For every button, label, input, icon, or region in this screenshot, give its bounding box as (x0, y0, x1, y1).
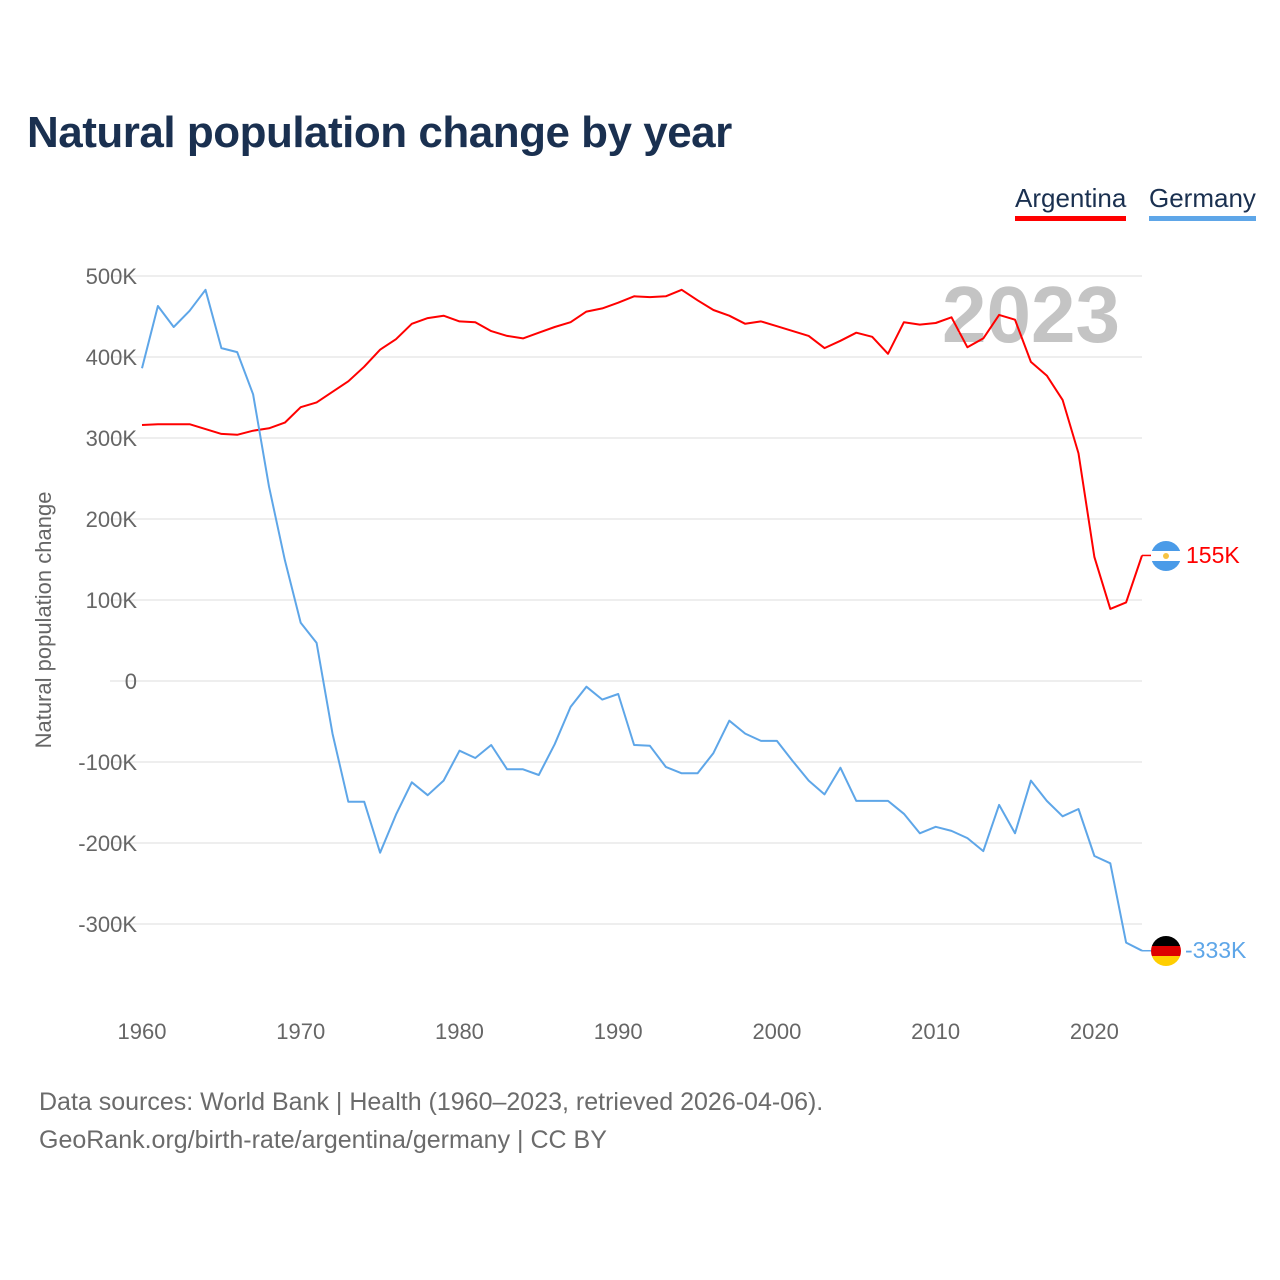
x-tick-label: 1970 (276, 1019, 325, 1044)
footer-sources: Data sources: World Bank | Health (1960–… (39, 1088, 824, 1116)
series-line-argentina (141, 288, 1143, 610)
chart-title: Natural population change by year (27, 108, 732, 157)
germany-flag-icon (1151, 936, 1181, 966)
germany-end-label: -333K (1185, 937, 1247, 963)
argentina-end-label: 155K (1186, 542, 1240, 568)
argentina-flag-icon (1151, 541, 1181, 571)
x-tick-label: 1990 (594, 1019, 643, 1044)
y-tick-label: 200K (86, 507, 138, 532)
x-tick-label: 2020 (1070, 1019, 1119, 1044)
y-tick-label: -100K (78, 750, 137, 775)
x-tick-label: 2010 (911, 1019, 960, 1044)
y-axis-label: Natural population change (31, 492, 56, 749)
legend-item-argentina[interactable]: Argentina (1015, 183, 1127, 221)
legend-item-germany[interactable]: Germany (1149, 183, 1256, 221)
footer-link[interactable]: GeoRank.org/birth-rate/argentina/germany… (39, 1126, 607, 1154)
y-tick-label: -300K (78, 912, 137, 937)
y-tick-label: 400K (86, 345, 138, 370)
y-tick-label: 100K (86, 588, 138, 613)
y-tick-label: -200K (78, 831, 137, 856)
x-tick-label: 2000 (752, 1019, 801, 1044)
series-line-germany (141, 288, 1143, 952)
x-tick-label: 1960 (118, 1019, 167, 1044)
x-tick-label: 1980 (435, 1019, 484, 1044)
y-tick-label: 500K (86, 264, 138, 289)
y-tick-label: 0 (125, 669, 137, 694)
y-tick-label: 300K (86, 426, 138, 451)
